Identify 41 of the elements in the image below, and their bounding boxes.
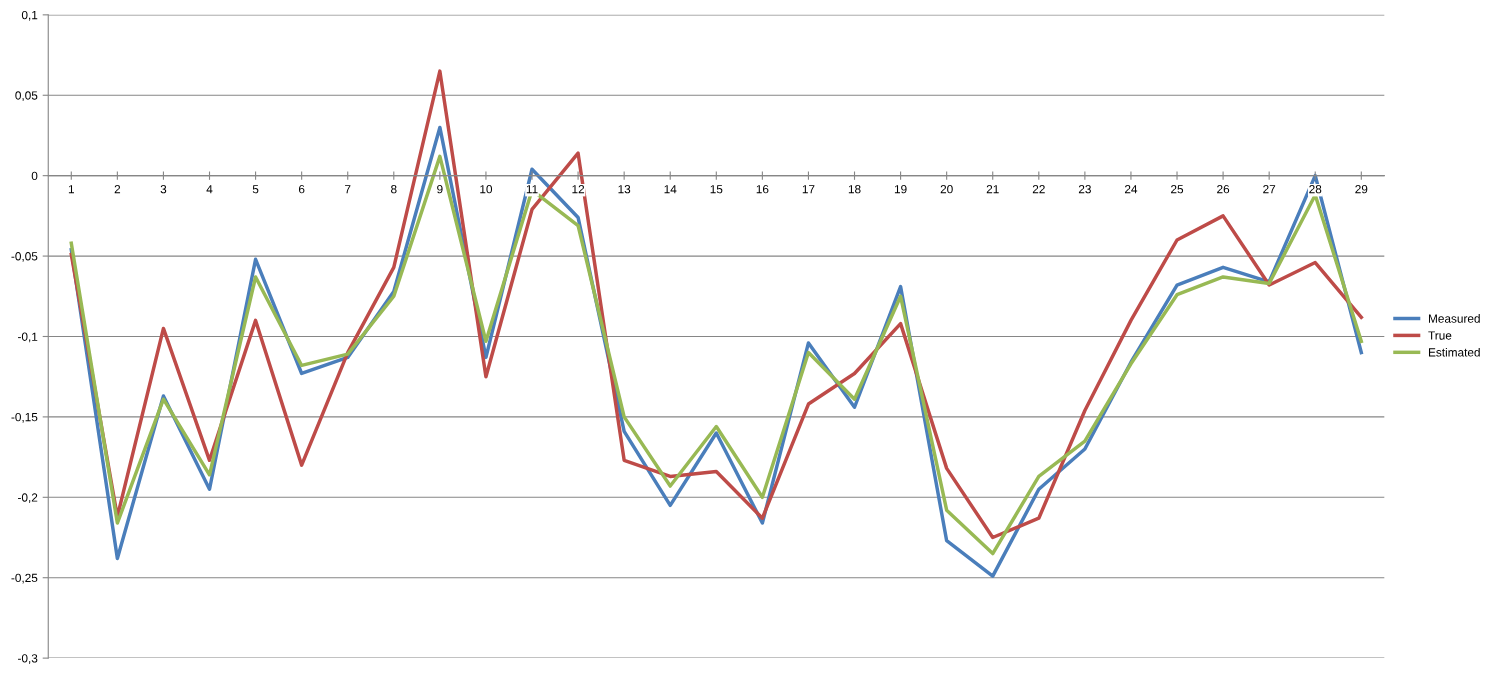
- x-tick-label: 13: [618, 185, 631, 194]
- x-tick-label: 10: [480, 185, 493, 194]
- x-tick-label: 17: [802, 185, 815, 194]
- x-tick-label: 28: [1309, 185, 1322, 194]
- x-tick-label: 25: [1171, 185, 1184, 194]
- x-tick-label: 4: [206, 185, 213, 194]
- x-tick-label: 27: [1263, 185, 1276, 194]
- x-tick-label: 15: [710, 185, 723, 194]
- x-tick-label: 6: [298, 185, 305, 194]
- y-tick-label: -0,25: [11, 573, 38, 584]
- x-tick-label: 26: [1217, 185, 1230, 194]
- y-tick-label: -0,3: [18, 654, 38, 664]
- x-tick-label: 20: [940, 185, 953, 194]
- legend-label: True: [1428, 331, 1452, 340]
- x-tick-label: 7: [345, 185, 351, 194]
- x-tick-label: 9: [437, 185, 443, 194]
- x-tick-label: 19: [894, 185, 907, 194]
- x-tick-label: 12: [572, 185, 585, 194]
- x-tick-label: 21: [986, 185, 999, 194]
- y-tick-label: -0,1: [18, 332, 38, 343]
- y-tick-label: 0: [31, 171, 38, 181]
- x-tick-label: 16: [756, 185, 769, 194]
- x-tick-label: 24: [1124, 185, 1138, 194]
- y-tick-label: 0,05: [15, 91, 38, 102]
- x-tick-label: 23: [1078, 185, 1091, 194]
- x-tick-label: 14: [664, 185, 677, 194]
- y-tick-label: -0,2: [18, 493, 38, 504]
- x-tick-label: 22: [1032, 185, 1045, 194]
- x-tick-label: 3: [160, 185, 167, 194]
- x-tick-label: 18: [848, 185, 861, 194]
- x-tick-label: 5: [252, 185, 259, 194]
- x-tick-label: 1: [68, 185, 74, 194]
- x-tick-label: 2: [114, 185, 121, 194]
- legend-label: Measured: [1428, 314, 1480, 323]
- y-tick-label: -0,15: [11, 412, 38, 423]
- x-tick-label: 29: [1355, 185, 1368, 194]
- y-tick-label: 0,1: [21, 10, 38, 21]
- x-tick-label: 11: [526, 185, 538, 194]
- y-tick-label: -0,05: [11, 252, 38, 262]
- legend-label: Estimated: [1428, 347, 1480, 357]
- x-tick-label: 8: [391, 185, 397, 194]
